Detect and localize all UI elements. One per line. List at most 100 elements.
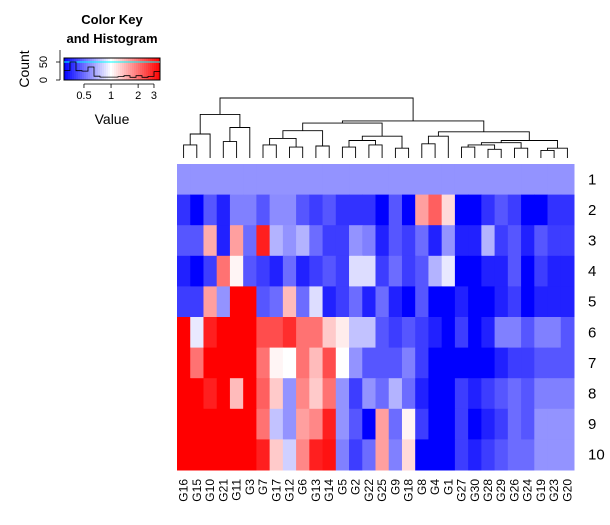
column-label: G9: [388, 479, 402, 495]
column-label: G4: [428, 479, 442, 495]
heatmap-cell: [507, 439, 522, 471]
heatmap-cell: [547, 408, 562, 440]
heatmap-cell: [177, 194, 191, 226]
row-labels: 1 2 3 4 5 6 7 8 9 10: [588, 171, 605, 463]
heatmap-cell: [335, 194, 350, 226]
heatmap-cell: [388, 286, 403, 318]
heatmap-cell: [415, 255, 429, 287]
heatmap-cell: [243, 164, 257, 196]
heatmap-cell: [322, 378, 337, 410]
heatmap-cell: [415, 408, 429, 440]
heatmap-cell: [216, 317, 231, 349]
heatmap-cell: [322, 439, 337, 471]
heatmap-cell: [428, 439, 443, 471]
heatmap-cell: [415, 378, 429, 410]
heatmap-cell: [388, 225, 403, 257]
heatmap-cell: [216, 378, 231, 410]
heatmap-cell: [296, 439, 310, 471]
heatmap-cell: [362, 378, 376, 410]
heatmap-cell: [296, 378, 310, 410]
dendrogram-branch: [229, 127, 251, 158]
column-label: G2: [349, 479, 363, 495]
column-label: G23: [547, 479, 561, 502]
heatmap-cell: [322, 164, 337, 196]
heatmap-cell: [190, 439, 204, 471]
heatmap-cell: [547, 194, 562, 226]
heatmap-cell: [388, 164, 403, 196]
heatmap-cell: [177, 255, 191, 287]
heatmap-cell: [494, 408, 509, 440]
column-label: G25: [375, 479, 389, 502]
color-key-swatch: [130, 58, 133, 80]
column-label: G14: [322, 479, 336, 502]
heatmap-cell: [190, 408, 204, 440]
heatmap-cell: [441, 317, 456, 349]
heatmap-cell: [349, 164, 363, 196]
heatmap-cell: [296, 347, 310, 379]
heatmap-cell: [229, 378, 244, 410]
dendrogram-branch: [487, 148, 502, 158]
heatmap-cell: [269, 255, 284, 287]
color-key-swatch: [84, 58, 87, 80]
color-key-swatch: [78, 58, 81, 80]
heatmap-cell: [190, 255, 204, 287]
color-key-swatch: [122, 58, 125, 80]
heatmap-cell: [521, 194, 535, 226]
heatmap-cell: [216, 347, 231, 379]
heatmap-cell: [177, 225, 191, 257]
heatmap-cell: [428, 408, 443, 440]
heatmap-cell: [177, 286, 191, 318]
dendrogram-branch: [348, 140, 376, 148]
heatmap-cell: [335, 286, 350, 318]
heatmap-cell: [349, 194, 363, 226]
color-key-swatch: [82, 58, 85, 80]
heatmap-cell: [375, 255, 390, 287]
heatmap-cell: [362, 286, 376, 318]
heatmap-cell: [547, 347, 562, 379]
column-label: G11: [230, 479, 244, 501]
heatmap-cell: [282, 378, 297, 410]
color-key-swatch: [136, 58, 139, 80]
heatmap-cell: [362, 347, 376, 379]
dendrogram-branch: [427, 135, 449, 158]
dendrogram-branch: [514, 147, 529, 158]
color-key-swatch: [106, 58, 109, 80]
heatmap-cell: [534, 378, 549, 410]
heatmap-cell: [441, 194, 456, 226]
heatmap-cell: [190, 164, 204, 196]
heatmap-cell: [322, 347, 337, 379]
heatmap-cell: [229, 317, 244, 349]
heatmap-cell: [177, 164, 191, 196]
color-key-swatch: [74, 58, 77, 80]
heatmap-cell: [415, 164, 429, 196]
heatmap-cell: [282, 408, 297, 440]
column-label: G21: [216, 479, 230, 502]
heatmap-cell: [269, 317, 284, 349]
heatmap-cell: [534, 347, 549, 379]
heatmap-cell: [243, 286, 257, 318]
heatmap-cell: [177, 408, 191, 440]
heatmap-cell: [428, 225, 443, 257]
heatmap-cell: [560, 255, 575, 287]
color-key-swatch: [72, 58, 75, 80]
heatmap-cell: [282, 317, 297, 349]
heatmap-cell: [362, 317, 376, 349]
heatmap-cell: [468, 225, 482, 257]
heatmap-cell: [441, 255, 456, 287]
column-label: G16: [177, 479, 191, 502]
heatmap-cell: [203, 347, 218, 379]
heatmap-cell: [229, 286, 244, 318]
color-key-ytick-0: 0: [38, 77, 50, 83]
dendrogram-branch: [461, 146, 476, 158]
heatmap-cell: [362, 164, 376, 196]
color-key-x-axis: 0.5 1 2 3: [76, 83, 157, 102]
row-label: 6: [588, 324, 596, 341]
heatmap-cell: [243, 255, 257, 287]
color-key-swatch: [146, 58, 149, 80]
column-label: G13: [309, 479, 323, 502]
heatmap-cell: [375, 225, 390, 257]
heatmap-cell: [534, 194, 549, 226]
heatmap-cell: [229, 255, 244, 287]
heatmap-cell: [454, 408, 469, 440]
color-key-title: Color Key: [81, 12, 143, 27]
